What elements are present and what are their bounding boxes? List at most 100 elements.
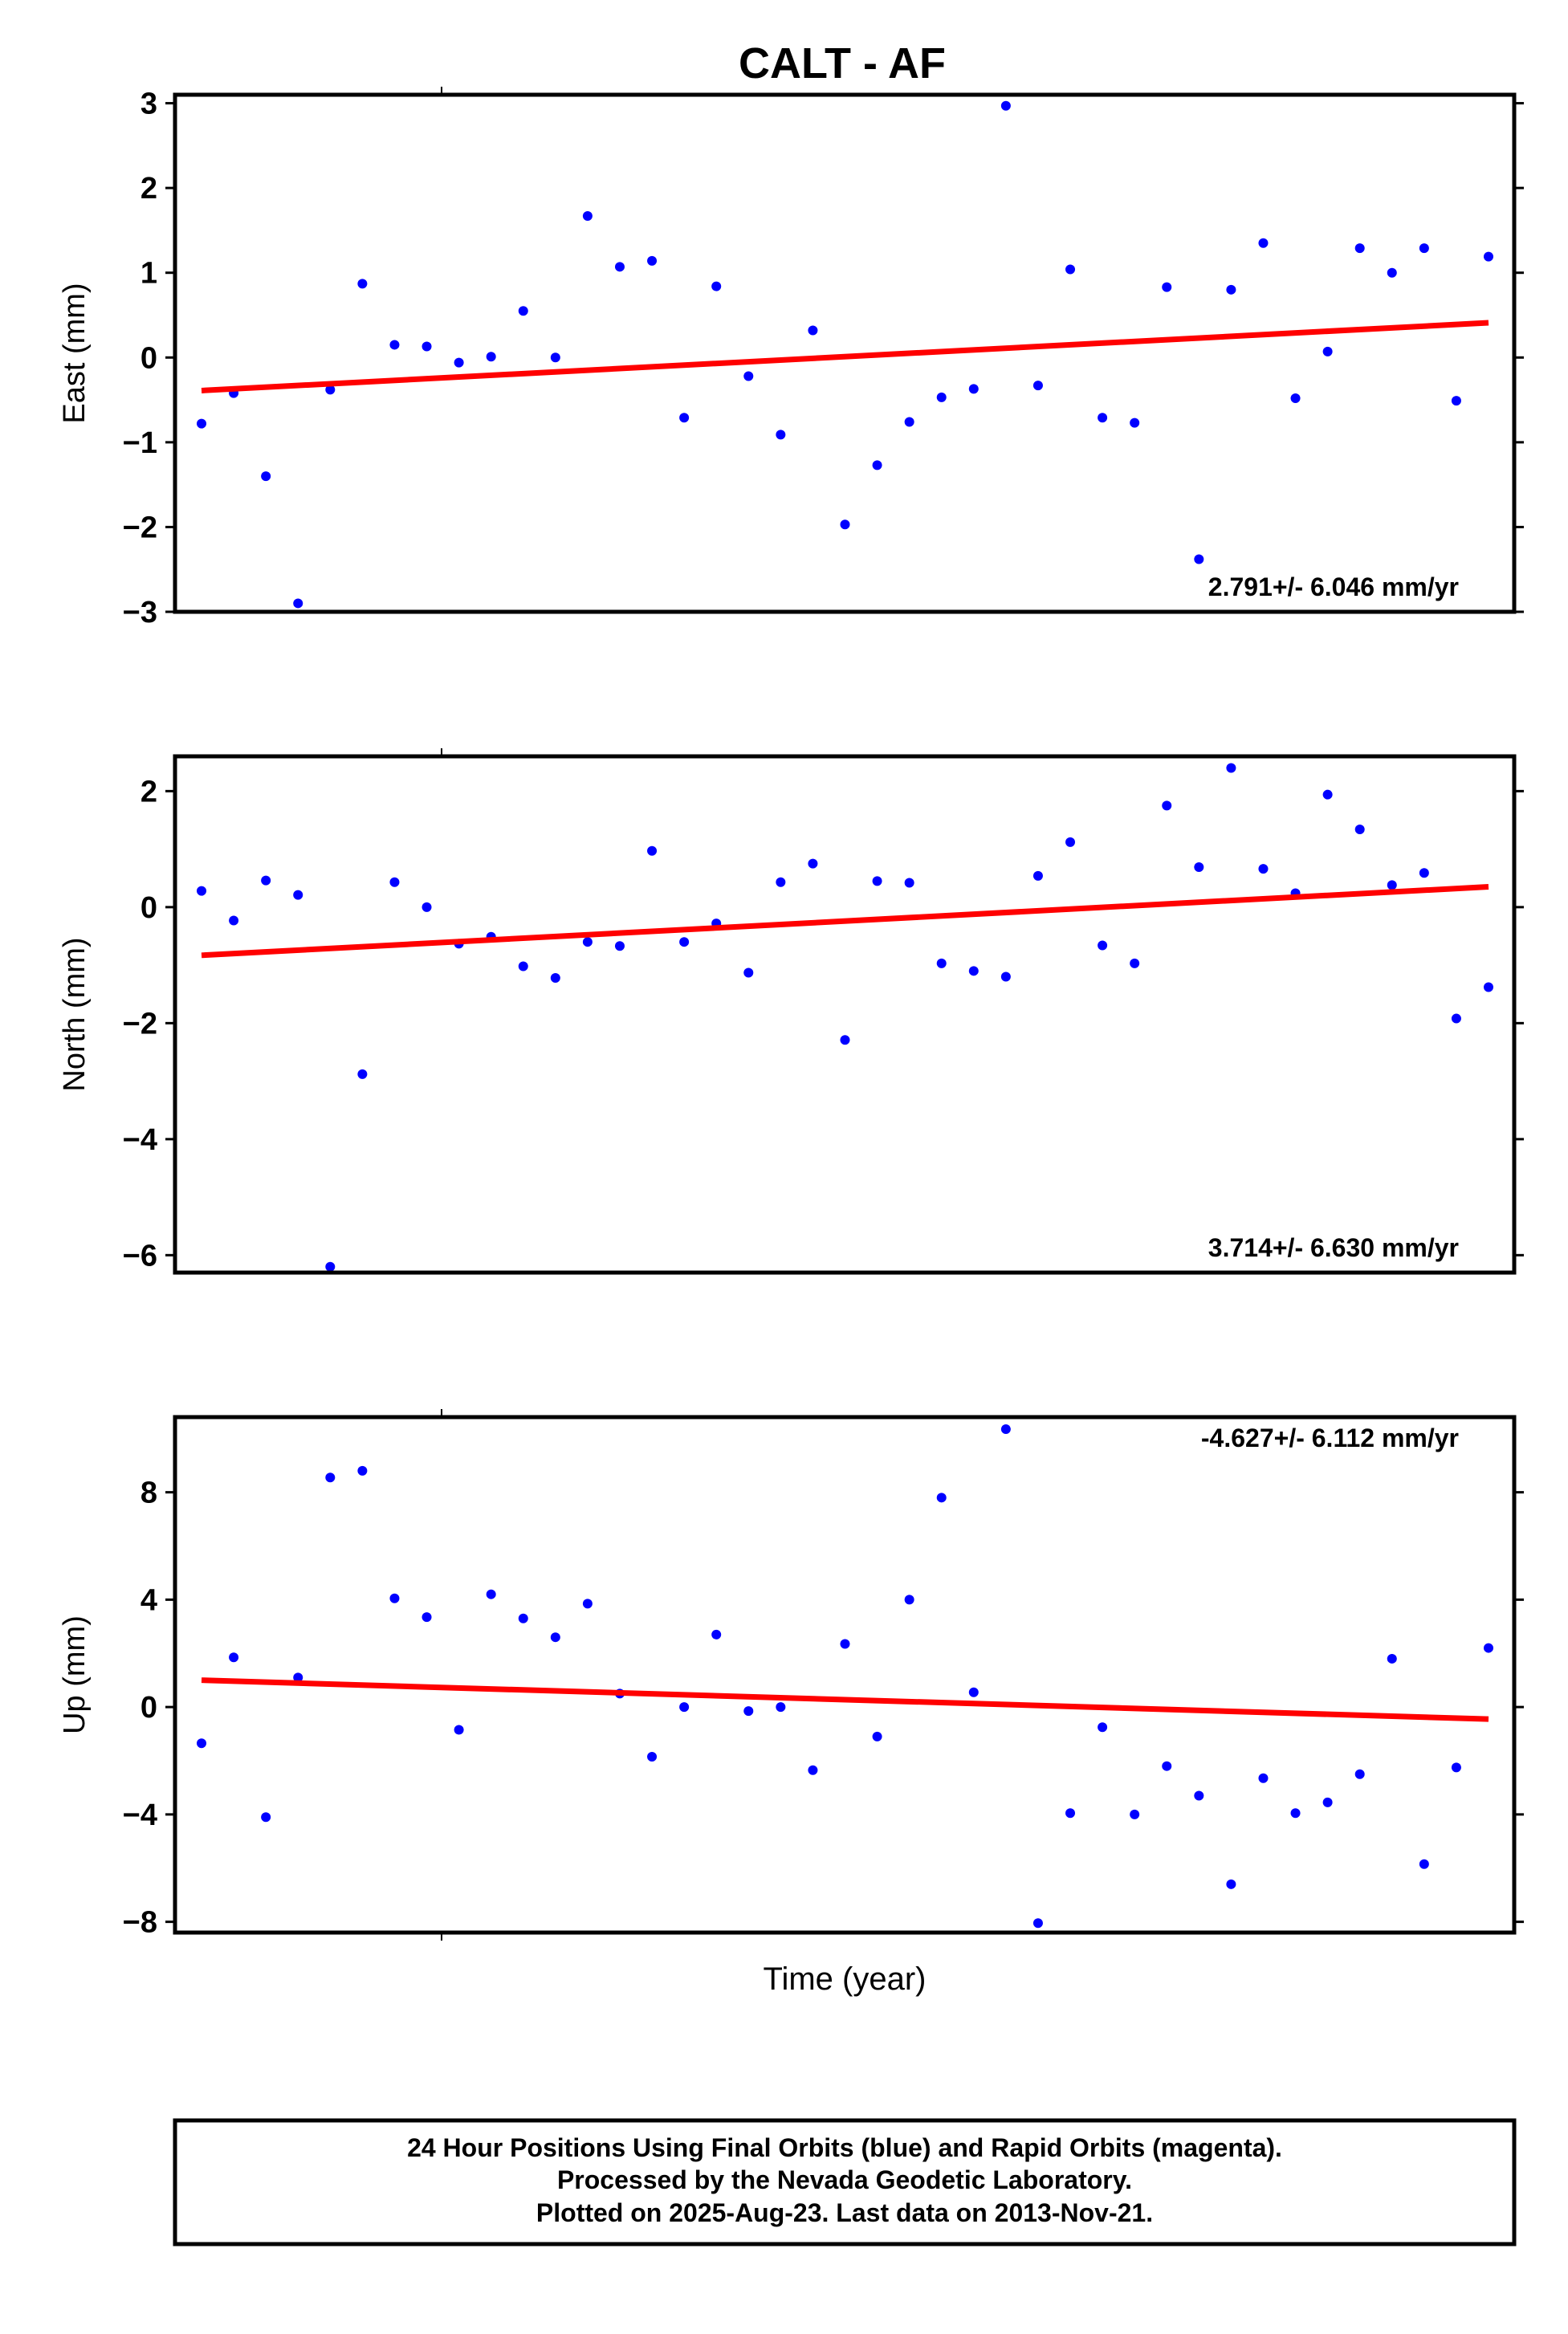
north-panel: 2 0 −2 −4 −6 North (mm) 3.714+/- 6.630 mm/yr xyxy=(58,748,1524,1275)
north-data-point xyxy=(776,877,786,887)
east-data-point xyxy=(1226,284,1236,295)
east-data-point xyxy=(1130,418,1140,428)
up-data-point xyxy=(1000,1424,1011,1435)
east-data-point xyxy=(1000,100,1011,111)
footer-frame xyxy=(173,2118,1517,2246)
up-data-point xyxy=(357,1465,368,1476)
east-data-point xyxy=(357,279,368,289)
up-data-point xyxy=(1065,1808,1076,1819)
north-data-point xyxy=(197,886,206,896)
east-data-point xyxy=(1354,243,1365,254)
up-data-point xyxy=(229,1652,239,1663)
north-data-point xyxy=(1354,825,1365,835)
north-y-axis-label: North (mm) xyxy=(58,937,92,1091)
up-data-point xyxy=(904,1595,914,1605)
up-plot-frame xyxy=(173,1415,1517,1935)
north-data-point xyxy=(872,876,882,886)
north-data-point xyxy=(647,845,658,856)
up-data-point xyxy=(743,1706,754,1717)
up-data-point xyxy=(1484,1643,1493,1653)
chart-title: CALT - AF xyxy=(739,39,946,88)
east-ytick-label: −3 xyxy=(123,596,157,629)
east-y-axis-label: East (mm) xyxy=(58,283,92,423)
east-data-point xyxy=(454,357,464,368)
north-data-point xyxy=(1000,971,1011,982)
up-ytick-label: 0 xyxy=(141,1691,157,1725)
up-data-point xyxy=(1387,1653,1397,1664)
north-data-point xyxy=(968,966,979,976)
up-data-point xyxy=(1226,1879,1236,1889)
up-data-point xyxy=(293,1672,303,1683)
east-data-point xyxy=(936,392,947,402)
up-data-point xyxy=(1032,1918,1043,1929)
panels-group: 3 2 1 0 −1 −2 −3 East (mm) 2.791+/- 6.046 mm/yr 2… xyxy=(58,87,1524,1941)
north-data-point xyxy=(1162,800,1172,811)
up-data-point xyxy=(679,1702,690,1713)
east-data-point xyxy=(486,352,496,362)
north-data-point xyxy=(582,937,593,947)
north-data-point xyxy=(904,878,914,888)
north-data-point xyxy=(357,1069,368,1079)
east-data-point xyxy=(1451,396,1461,406)
north-data-point xyxy=(840,1035,850,1045)
east-data-point xyxy=(840,519,850,530)
up-rate-label: -4.627+/- 6.112 mm/yr xyxy=(1201,1424,1459,1452)
north-data-point xyxy=(422,902,432,912)
east-ytick-label: −1 xyxy=(123,426,157,460)
up-ytick-label: −4 xyxy=(123,1798,157,1832)
up-data-point xyxy=(808,1765,818,1775)
east-data-point xyxy=(1032,381,1043,391)
up-data-point xyxy=(422,1612,432,1623)
north-ytick-label: −6 xyxy=(123,1239,157,1273)
up-data-point xyxy=(454,1725,464,1735)
up-data-point xyxy=(1290,1808,1301,1819)
east-trend-line xyxy=(201,320,1489,393)
north-data-point xyxy=(1032,870,1043,881)
up-data-point xyxy=(840,1639,850,1649)
north-data-point xyxy=(1419,868,1429,878)
up-data-point xyxy=(550,1632,560,1643)
east-data-point xyxy=(518,306,528,316)
up-data-point xyxy=(1162,1761,1172,1771)
north-data-point xyxy=(293,890,303,900)
east-data-point xyxy=(1194,554,1204,564)
north-ytick-label: −4 xyxy=(123,1123,157,1157)
up-data-point xyxy=(1451,1762,1461,1773)
east-data-point xyxy=(711,281,722,291)
north-data-point xyxy=(261,875,271,886)
north-data-point xyxy=(229,915,239,926)
up-data-point xyxy=(647,1751,658,1762)
north-data-point xyxy=(1065,837,1076,847)
east-data-point xyxy=(1098,413,1108,423)
east-data-point xyxy=(904,417,914,427)
east-panel: 3 2 1 0 −1 −2 −3 East (mm) 2.791+/- 6.046 mm/yr xyxy=(58,87,1524,629)
east-data-point xyxy=(1419,243,1429,254)
east-data-point xyxy=(614,262,625,272)
north-data-point xyxy=(936,958,947,968)
east-data-point xyxy=(1484,251,1493,262)
up-data-point xyxy=(776,1702,786,1713)
north-data-point xyxy=(550,972,560,983)
footer-box: 24 Hour Positions Using Final Orbits (bl… xyxy=(173,2118,1517,2246)
up-data-point xyxy=(518,1613,528,1623)
north-data-point xyxy=(679,937,690,947)
up-data-point xyxy=(197,1738,206,1749)
north-data-point xyxy=(1387,880,1397,890)
up-data-point xyxy=(936,1493,947,1503)
up-data-point xyxy=(1322,1797,1333,1807)
north-data-point xyxy=(1098,940,1108,951)
east-ytick-label: 1 xyxy=(141,257,157,291)
east-data-point xyxy=(293,598,303,609)
up-panel: 8 4 0 −4 −8 Up (mm) -4.627+/- 6.112 mm/yr xyxy=(58,1409,1524,1941)
up-data-point xyxy=(872,1731,882,1741)
east-data-point xyxy=(872,460,882,470)
east-data-point xyxy=(808,325,818,336)
up-ytick-label: 4 xyxy=(141,1583,157,1617)
up-data-point xyxy=(1354,1769,1365,1779)
east-rate-label: 2.791+/- 6.046 mm/yr xyxy=(1208,572,1459,601)
north-data-point xyxy=(1130,958,1140,968)
north-data-point xyxy=(1484,982,1493,992)
north-ytick-label: 0 xyxy=(141,891,157,925)
east-data-point xyxy=(422,341,432,352)
